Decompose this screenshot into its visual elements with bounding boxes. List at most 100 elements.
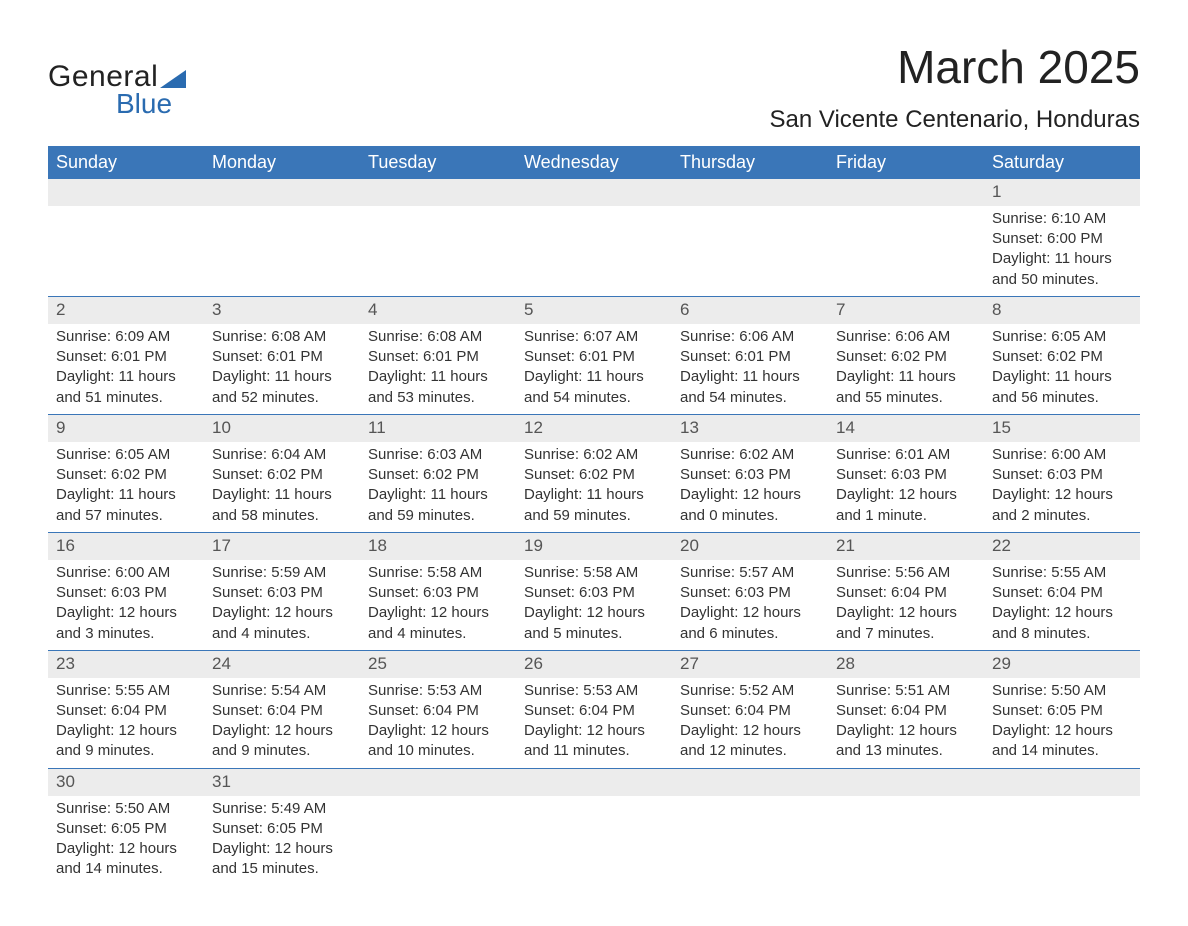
day-content-cell: Sunrise: 5:49 AMSunset: 6:05 PMDaylight:…	[204, 796, 360, 886]
daylight-line-1: Daylight: 12 hours	[992, 485, 1132, 505]
day-number: 19	[524, 536, 543, 555]
sunset-line: Sunset: 6:01 PM	[368, 347, 508, 367]
location-subtitle: San Vicente Centenario, Honduras	[770, 106, 1140, 134]
title-block: March 2025 San Vicente Centenario, Hondu…	[770, 40, 1140, 134]
brand-logo: General Blue	[48, 40, 186, 120]
day-content-row: Sunrise: 6:00 AMSunset: 6:03 PMDaylight:…	[48, 560, 1140, 651]
sunset-line: Sunset: 6:04 PM	[836, 583, 976, 603]
day-number: 26	[524, 654, 543, 673]
daylight-line-2: and 59 minutes.	[524, 506, 664, 526]
sunrise-line: Sunrise: 5:58 AM	[524, 563, 664, 583]
daylight-line-2: and 9 minutes.	[212, 741, 352, 761]
day-number-cell	[984, 768, 1140, 795]
sunset-line: Sunset: 6:04 PM	[368, 701, 508, 721]
daylight-line-2: and 4 minutes.	[212, 624, 352, 644]
sunrise-line: Sunrise: 6:03 AM	[368, 445, 508, 465]
sunrise-line: Sunrise: 5:59 AM	[212, 563, 352, 583]
day-number: 30	[56, 772, 75, 791]
day-content-cell	[516, 796, 672, 886]
day-number-cell: 17	[204, 532, 360, 559]
day-content-cell: Sunrise: 5:58 AMSunset: 6:03 PMDaylight:…	[360, 560, 516, 651]
day-content-cell: Sunrise: 6:10 AMSunset: 6:00 PMDaylight:…	[984, 206, 1140, 297]
day-number: 7	[836, 300, 845, 319]
day-content-cell: Sunrise: 6:02 AMSunset: 6:02 PMDaylight:…	[516, 442, 672, 533]
day-content-cell: Sunrise: 6:09 AMSunset: 6:01 PMDaylight:…	[48, 324, 204, 415]
daylight-line-1: Daylight: 11 hours	[836, 367, 976, 387]
daylight-line-2: and 6 minutes.	[680, 624, 820, 644]
sunrise-line: Sunrise: 6:06 AM	[836, 327, 976, 347]
col-tuesday: Tuesday	[360, 146, 516, 179]
day-content-cell	[360, 796, 516, 886]
day-number: 1	[992, 182, 1001, 201]
sunrise-line: Sunrise: 6:08 AM	[368, 327, 508, 347]
daylight-line-1: Daylight: 11 hours	[992, 249, 1132, 269]
day-number-cell	[672, 179, 828, 206]
daylight-line-2: and 12 minutes.	[680, 741, 820, 761]
day-number: 21	[836, 536, 855, 555]
day-content-cell	[672, 206, 828, 297]
day-number-cell: 26	[516, 650, 672, 677]
daylight-line-2: and 7 minutes.	[836, 624, 976, 644]
day-content-cell: Sunrise: 5:50 AMSunset: 6:05 PMDaylight:…	[984, 678, 1140, 769]
sunset-line: Sunset: 6:03 PM	[524, 583, 664, 603]
day-number-cell	[828, 768, 984, 795]
day-number: 20	[680, 536, 699, 555]
day-number-cell: 21	[828, 532, 984, 559]
sunset-line: Sunset: 6:03 PM	[56, 583, 196, 603]
daylight-line-1: Daylight: 12 hours	[212, 721, 352, 741]
sunrise-line: Sunrise: 5:58 AM	[368, 563, 508, 583]
day-number-cell	[360, 768, 516, 795]
calendar-table: Sunday Monday Tuesday Wednesday Thursday…	[48, 146, 1140, 886]
sunrise-line: Sunrise: 5:51 AM	[836, 681, 976, 701]
day-content-cell	[360, 206, 516, 297]
col-wednesday: Wednesday	[516, 146, 672, 179]
day-number-row: 1	[48, 179, 1140, 206]
day-number-cell: 6	[672, 296, 828, 323]
day-number: 31	[212, 772, 231, 791]
sunset-line: Sunset: 6:02 PM	[992, 347, 1132, 367]
sunset-line: Sunset: 6:04 PM	[836, 701, 976, 721]
day-content-cell: Sunrise: 5:55 AMSunset: 6:04 PMDaylight:…	[984, 560, 1140, 651]
day-number: 22	[992, 536, 1011, 555]
sunrise-line: Sunrise: 5:55 AM	[56, 681, 196, 701]
day-number: 25	[368, 654, 387, 673]
sunset-line: Sunset: 6:02 PM	[212, 465, 352, 485]
day-number-cell: 3	[204, 296, 360, 323]
day-number-cell: 18	[360, 532, 516, 559]
daylight-line-2: and 3 minutes.	[56, 624, 196, 644]
day-content-cell	[828, 796, 984, 886]
daylight-line-1: Daylight: 11 hours	[524, 485, 664, 505]
day-number-cell: 29	[984, 650, 1140, 677]
day-content-cell: Sunrise: 5:55 AMSunset: 6:04 PMDaylight:…	[48, 678, 204, 769]
sunset-line: Sunset: 6:04 PM	[524, 701, 664, 721]
col-monday: Monday	[204, 146, 360, 179]
daylight-line-1: Daylight: 12 hours	[368, 721, 508, 741]
sunset-line: Sunset: 6:02 PM	[368, 465, 508, 485]
sunset-line: Sunset: 6:04 PM	[992, 583, 1132, 603]
sunset-line: Sunset: 6:05 PM	[56, 819, 196, 839]
sunrise-line: Sunrise: 5:52 AM	[680, 681, 820, 701]
daylight-line-1: Daylight: 12 hours	[836, 721, 976, 741]
daylight-line-1: Daylight: 11 hours	[680, 367, 820, 387]
day-number-cell: 20	[672, 532, 828, 559]
day-number: 2	[56, 300, 65, 319]
day-number: 14	[836, 418, 855, 437]
sunset-line: Sunset: 6:01 PM	[56, 347, 196, 367]
sunrise-line: Sunrise: 5:54 AM	[212, 681, 352, 701]
daylight-line-2: and 56 minutes.	[992, 388, 1132, 408]
daylight-line-1: Daylight: 11 hours	[368, 485, 508, 505]
col-saturday: Saturday	[984, 146, 1140, 179]
daylight-line-1: Daylight: 12 hours	[56, 721, 196, 741]
day-number-cell: 14	[828, 414, 984, 441]
sunrise-line: Sunrise: 6:05 AM	[992, 327, 1132, 347]
day-content-cell: Sunrise: 6:03 AMSunset: 6:02 PMDaylight:…	[360, 442, 516, 533]
day-number: 18	[368, 536, 387, 555]
day-content-cell: Sunrise: 6:04 AMSunset: 6:02 PMDaylight:…	[204, 442, 360, 533]
day-number-cell: 22	[984, 532, 1140, 559]
day-content-cell: Sunrise: 6:00 AMSunset: 6:03 PMDaylight:…	[48, 560, 204, 651]
day-number-cell: 16	[48, 532, 204, 559]
day-number-cell: 10	[204, 414, 360, 441]
day-number: 9	[56, 418, 65, 437]
sunrise-line: Sunrise: 6:05 AM	[56, 445, 196, 465]
day-number-cell	[48, 179, 204, 206]
